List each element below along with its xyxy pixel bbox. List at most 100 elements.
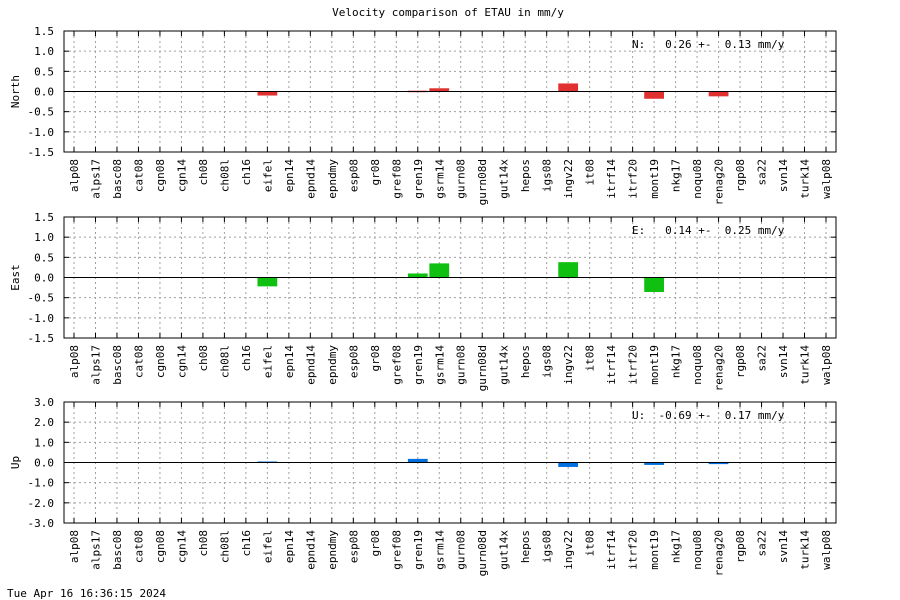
x-tick-label: epnd14 xyxy=(304,345,317,385)
x-tick-label: svn14 xyxy=(777,159,790,192)
y-tick-label: 1.5 xyxy=(34,25,54,38)
x-tick-label: turk14 xyxy=(799,159,812,199)
y-tick-label: 1.5 xyxy=(34,211,54,224)
x-tick-label: igs08 xyxy=(541,530,554,563)
bar-mont19 xyxy=(644,277,664,293)
y-tick-label: -1.0 xyxy=(28,126,55,139)
x-tick-label: epndmy xyxy=(326,159,339,199)
figure-title: Velocity comparison of ETAU in mm/y xyxy=(332,6,564,19)
y-axis-label: North xyxy=(9,75,22,108)
x-tick-label: ch08l xyxy=(218,345,231,378)
chart-panels: 1.5 1.0 0.5 0.0 -0.5 -1.0 -1.5 alp08 alps17 basc0… xyxy=(9,25,837,576)
x-tick-label: gref08 xyxy=(390,345,403,385)
bar-gsrm14 xyxy=(429,263,450,278)
x-tick-label: renag20 xyxy=(713,345,726,391)
bar-mont19 xyxy=(644,91,664,99)
x-tick-label: mont19 xyxy=(648,345,661,385)
x-tick-label: noqu08 xyxy=(691,345,704,385)
x-tick-label: alp08 xyxy=(68,159,81,192)
bar-eifel xyxy=(257,277,278,287)
panel-north: 1.5 1.0 0.5 0.0 -0.5 -1.0 -1.5 alp08 alps17 basc0… xyxy=(9,25,837,205)
x-tick-label: renag20 xyxy=(713,159,726,205)
x-tick-label: cat08 xyxy=(132,345,145,378)
x-tick-label: esp08 xyxy=(347,345,360,378)
y-tick-label: -0.5 xyxy=(28,106,55,119)
y-tick-label: -1.5 xyxy=(28,146,55,159)
x-tick-label: epndmy xyxy=(326,345,339,385)
x-tick-label: basc08 xyxy=(111,159,124,199)
x-tick-label: alps17 xyxy=(89,530,102,570)
x-tick-label: cgn14 xyxy=(175,159,188,192)
x-tick-label: itrf14 xyxy=(605,530,618,570)
x-tick-label: itrf20 xyxy=(627,345,640,385)
y-tick-label: -1.0 xyxy=(28,312,55,325)
y-tick-label: -3.0 xyxy=(28,517,55,530)
x-tick-label: hepos xyxy=(519,159,532,192)
x-tick-label: esp08 xyxy=(347,159,360,192)
x-tick-label: ch08l xyxy=(218,530,231,563)
x-tick-label: nkg17 xyxy=(670,530,683,563)
y-tick-label: 0.0 xyxy=(34,272,54,285)
x-tick-label: sa22 xyxy=(756,345,769,372)
plot-frame xyxy=(63,30,837,153)
x-tick-label: cgn08 xyxy=(154,159,167,192)
x-tick-label: esp08 xyxy=(347,530,360,563)
x-tick-label: rgp08 xyxy=(734,159,747,192)
x-tick-label: itrf14 xyxy=(605,345,618,385)
bar-ingv22 xyxy=(558,462,579,467)
bar-gren19 xyxy=(407,458,428,463)
y-tick-label: 0.0 xyxy=(34,457,54,470)
y-tick-label: 1.0 xyxy=(34,45,54,58)
x-tick-label: ingv22 xyxy=(562,530,575,570)
y-tick-label: 3.0 xyxy=(34,396,54,409)
bar-ingv22 xyxy=(558,262,579,278)
bar-mont19 xyxy=(644,462,664,465)
x-tick-label: epndmy xyxy=(326,530,339,570)
x-tick-label: epnd14 xyxy=(304,159,317,199)
panel-up: 3.0 2.0 1.0 0.0 -1.0 -2.0 -3.0 alp08 alps17 basc0… xyxy=(9,396,837,576)
x-tick-label: gut14x xyxy=(498,530,511,570)
x-tick-label: cgn14 xyxy=(175,345,188,378)
y-axis-label: Up xyxy=(9,456,22,469)
x-tick-label: ch16 xyxy=(240,159,253,186)
x-tick-label: gren19 xyxy=(412,159,425,199)
x-tick-label: alps17 xyxy=(89,345,102,385)
x-tick-label: alp08 xyxy=(68,345,81,378)
stats-annotation: E: 0.14 +- 0.25 mm/y xyxy=(632,224,785,237)
bar-renag20 xyxy=(708,91,729,97)
x-tick-label: itrf14 xyxy=(605,159,618,199)
x-tick-label: epn14 xyxy=(283,345,296,378)
x-tick-label: gr08 xyxy=(369,159,382,186)
x-tick-label: mont19 xyxy=(648,159,661,199)
x-tick-label: cgn08 xyxy=(154,530,167,563)
y-tick-label: 2.0 xyxy=(34,416,54,429)
x-tick-label: ch08 xyxy=(197,530,210,557)
x-tick-label: gut14x xyxy=(498,159,511,199)
bar-gsrm14 xyxy=(429,88,450,92)
x-tick-label: gref08 xyxy=(390,530,403,570)
x-tick-label: rgp08 xyxy=(734,345,747,378)
footer-timestamp: Tue Apr 16 16:36:15 2024 xyxy=(7,587,166,600)
x-tick-label: eifel xyxy=(261,159,274,192)
plot-frame xyxy=(63,216,837,339)
x-tick-label: mont19 xyxy=(648,530,661,570)
x-tick-label: eifel xyxy=(261,530,274,563)
x-tick-label: gurn08 xyxy=(455,530,468,570)
x-tick-label: turk14 xyxy=(799,345,812,385)
x-tick-label: hepos xyxy=(519,345,532,378)
y-tick-label: -0.5 xyxy=(28,292,55,305)
x-tick-label: ingv22 xyxy=(562,159,575,199)
y-tick-label: -1.5 xyxy=(28,332,55,345)
x-tick-label: nkg17 xyxy=(670,159,683,192)
x-tick-label: svn14 xyxy=(777,530,790,563)
y-tick-label: -1.0 xyxy=(28,477,55,490)
x-tick-label: nkg17 xyxy=(670,345,683,378)
x-tick-label: gurn08d xyxy=(476,345,489,391)
x-tick-label: walp08 xyxy=(820,159,833,199)
bar-gren19 xyxy=(407,273,428,278)
y-tick-label: 1.0 xyxy=(34,231,54,244)
x-tick-label: ch08 xyxy=(197,345,210,372)
plot-frame xyxy=(63,401,837,524)
y-tick-label: 0.0 xyxy=(34,86,54,99)
